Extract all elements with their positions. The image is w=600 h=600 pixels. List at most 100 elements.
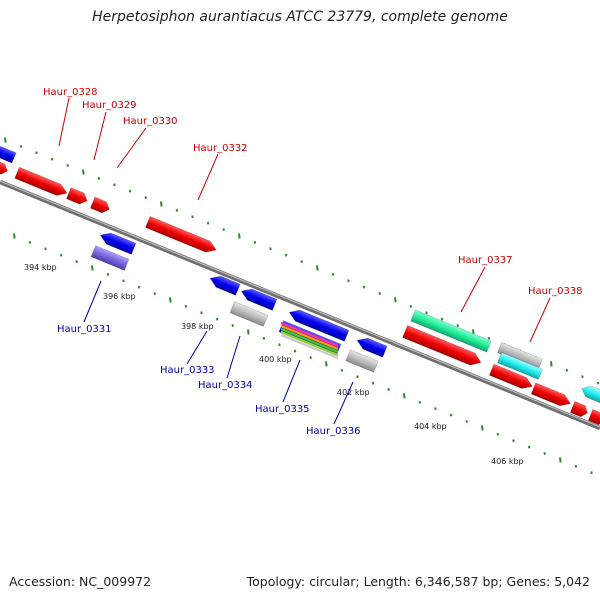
leader-line: [226, 335, 241, 379]
forward-tick: [284, 253, 288, 257]
gene-haur-0336[interactable]: [345, 349, 379, 373]
forward-tick: [4, 137, 7, 143]
forward-tick: [316, 265, 319, 271]
scale-label-400: 400 kbp: [259, 355, 292, 364]
scale-label-404: 404 kbp: [414, 422, 447, 431]
reverse-tick: [215, 317, 219, 321]
gene-label-haur-0329[interactable]: Haur_0329: [82, 100, 137, 111]
gene-reverse-0341[interactable]: [580, 383, 600, 404]
forward-tick: [472, 329, 475, 335]
forward-tick: [160, 201, 163, 207]
scale-label-398: 398 kbp: [181, 322, 214, 331]
gene-label-haur-0335[interactable]: Haur_0335: [255, 404, 310, 415]
reverse-tick: [590, 471, 593, 475]
reverse-tick: [122, 279, 125, 283]
gene-label-haur-0336[interactable]: Haur_0336: [306, 426, 361, 437]
leader-line: [529, 297, 551, 343]
reverse-tick: [106, 272, 110, 276]
reverse-tick: [247, 329, 250, 335]
forward-tick: [144, 196, 147, 200]
reverse-tick: [231, 324, 234, 327]
leader-line: [93, 111, 107, 161]
gene-haur-0335-a[interactable]: [287, 307, 350, 342]
forward-tick: [206, 221, 210, 225]
gene-haur-0338-b[interactable]: [497, 352, 543, 380]
leader-line: [116, 127, 147, 169]
gene-haur-0330[interactable]: [90, 196, 111, 215]
reverse-tick: [28, 240, 32, 244]
gene-haur-0331-a[interactable]: [98, 230, 137, 255]
forward-tick: [581, 375, 584, 379]
forward-tick: [347, 279, 350, 283]
forward-tick: [222, 228, 225, 231]
reverse-tick: [371, 381, 375, 385]
reverse-tick: [137, 285, 141, 289]
gene-label-haur-0331[interactable]: Haur_0331: [57, 324, 112, 335]
gene-haur-0337-a[interactable]: [410, 309, 492, 353]
forward-tick: [66, 164, 69, 168]
gene-label-haur-0328[interactable]: Haur_0328: [43, 87, 98, 98]
forward-tick: [269, 247, 272, 251]
forward-tick: [253, 240, 257, 244]
reverse-tick: [169, 297, 172, 303]
reverse-tick: [449, 413, 453, 417]
gene-haur-0332[interactable]: [145, 216, 218, 255]
reverse-tick: [200, 311, 203, 315]
forward-tick-track: [4, 137, 600, 385]
forward-tick: [425, 311, 428, 315]
gene-haur-0333-b[interactable]: [239, 286, 278, 311]
topology-text: Topology: circular; Length: 6,346,587 bp…: [246, 574, 590, 589]
reverse-tick: [403, 393, 406, 399]
reverse-tick-track: [13, 233, 593, 475]
leader-line: [58, 97, 70, 147]
gene-haur-0338[interactable]: [488, 363, 534, 392]
gene-haur-0328[interactable]: [14, 166, 70, 199]
forward-tick: [378, 292, 381, 295]
forward-tick: [565, 368, 569, 372]
gene-label-haur-0334[interactable]: Haur_0334: [198, 380, 253, 391]
gene-label-haur-0337[interactable]: Haur_0337: [458, 255, 513, 266]
forward-tick: [409, 304, 413, 308]
gene-forward-0339[interactable]: [530, 382, 573, 409]
gene-haur-0337[interactable]: [402, 325, 484, 368]
reverse-tick: [44, 247, 47, 251]
gene-forward-0342[interactable]: [587, 409, 600, 426]
reverse-tick: [559, 457, 562, 463]
scale-label-394: 394 kbp: [24, 263, 57, 272]
forward-tick: [97, 176, 101, 180]
reverse-tick: [356, 375, 359, 379]
gene-label-haur-0338[interactable]: Haur_0338: [528, 286, 583, 297]
reverse-tick: [325, 361, 328, 367]
gene-forward-edge[interactable]: [0, 159, 9, 176]
gene-haur-0333[interactable]: [208, 273, 241, 296]
reverse-tick: [59, 253, 63, 257]
scale-label-406: 406 kbp: [491, 457, 524, 466]
gene-haur-0329[interactable]: [66, 187, 89, 207]
leader-line: [186, 330, 208, 365]
forward-tick: [550, 361, 553, 367]
genome-backbone: [0, 179, 600, 431]
reverse-tick: [309, 356, 312, 359]
reverse-tick: [418, 400, 422, 404]
leader-line: [282, 359, 301, 403]
gene-label-haur-0332[interactable]: Haur_0332: [193, 143, 248, 154]
scale-label-396: 396 kbp: [103, 292, 136, 301]
gene-haur-0336-a[interactable]: [355, 335, 388, 358]
forward-tick: [113, 183, 116, 187]
forward-tick: [191, 215, 194, 219]
forward-tick: [440, 317, 444, 321]
gene-haur-0331[interactable]: [90, 245, 130, 271]
reverse-tick: [574, 464, 578, 468]
scale-label-402: 402 kbp: [337, 388, 370, 397]
gene-haur-0335-stripe: [280, 330, 339, 357]
leader-line: [197, 153, 219, 201]
gene-forward-0340[interactable]: [569, 401, 589, 418]
forward-tick: [50, 157, 54, 161]
forward-tick: [331, 272, 335, 276]
gene-reverse-edge[interactable]: [0, 143, 17, 164]
gene-label-haur-0330[interactable]: Haur_0330: [123, 116, 178, 127]
reverse-tick: [465, 420, 468, 423]
gene-label-haur-0333[interactable]: Haur_0333: [160, 365, 215, 376]
gene-haur-0334[interactable]: [229, 301, 269, 327]
